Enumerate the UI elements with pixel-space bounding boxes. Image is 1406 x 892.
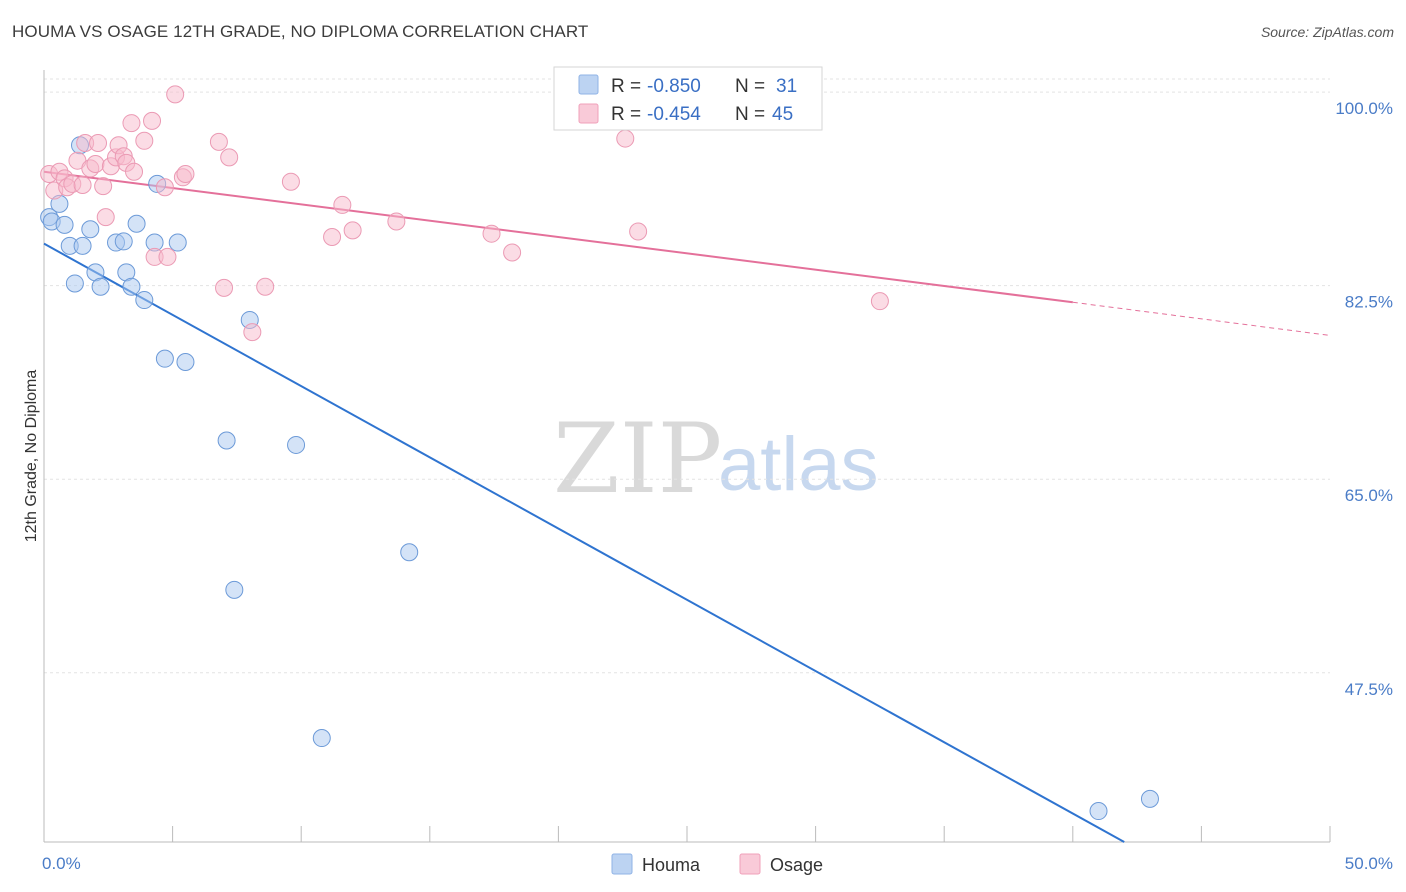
legend-r-value-houma: -0.850 xyxy=(647,76,701,97)
legend-r-label-houma: R = xyxy=(611,76,641,97)
point-osage xyxy=(143,111,162,130)
legend-swatch-houma xyxy=(578,74,599,95)
x-tick-label-min: 0.0% xyxy=(42,854,81,873)
bottom-legend: Houma Osage xyxy=(611,853,823,875)
point-osage xyxy=(125,162,144,181)
point-osage xyxy=(333,195,352,214)
point-osage xyxy=(89,133,108,152)
point-osage xyxy=(503,243,522,262)
legend-r-label-osage: R = xyxy=(611,104,641,125)
chart-title: HOUMA VS OSAGE 12TH GRADE, NO DIPLOMA CO… xyxy=(12,22,589,41)
point-osage xyxy=(166,85,185,104)
point-houma xyxy=(65,274,84,293)
point-osage xyxy=(73,176,92,195)
legend-r-value-osage: -0.454 xyxy=(647,104,701,125)
point-osage xyxy=(86,155,105,174)
legend-frame xyxy=(553,66,823,131)
point-houma xyxy=(168,233,187,252)
trendline-osage xyxy=(43,170,1073,304)
legend-swatch-osage xyxy=(578,103,599,124)
point-osage xyxy=(629,222,648,241)
point-osage xyxy=(343,221,362,240)
point-osage xyxy=(323,228,342,247)
point-osage xyxy=(215,278,234,297)
point-osage xyxy=(387,212,406,231)
point-houma xyxy=(155,349,174,368)
point-houma xyxy=(127,214,146,233)
point-houma xyxy=(225,580,244,599)
point-osage xyxy=(158,247,177,266)
point-houma xyxy=(176,352,195,371)
source-label: Source: ZipAtlas.com xyxy=(1260,24,1394,40)
trendline-houma xyxy=(43,242,1125,843)
labels-layer: 47.5% 65.0% 82.5% 100.0% 0.0% 50.0% xyxy=(42,99,1393,873)
point-houma xyxy=(217,431,236,450)
point-houma xyxy=(122,277,141,296)
point-osage xyxy=(220,148,239,167)
point-houma xyxy=(55,215,74,234)
trendline-osage-extension xyxy=(1072,301,1331,336)
point-osage xyxy=(281,172,300,191)
point-osage xyxy=(135,131,154,150)
points-layer xyxy=(40,85,1159,821)
point-osage xyxy=(243,323,262,342)
axes-layer xyxy=(43,70,1331,843)
point-osage xyxy=(209,132,228,151)
point-osage xyxy=(94,177,113,196)
bottom-legend-swatch-osage xyxy=(739,853,761,875)
bottom-legend-label-houma: Houma xyxy=(642,855,701,875)
point-houma xyxy=(1140,789,1159,808)
point-osage xyxy=(155,178,174,197)
bottom-legend-label-osage: Osage xyxy=(770,855,823,875)
point-houma xyxy=(114,232,133,251)
point-houma xyxy=(312,729,331,748)
point-osage xyxy=(176,164,195,183)
point-houma xyxy=(1089,802,1108,821)
bottom-legend-swatch-houma xyxy=(611,853,633,875)
point-houma xyxy=(135,291,154,310)
trend-layer xyxy=(43,170,1331,843)
x-tick-label-max: 50.0% xyxy=(1345,854,1393,873)
legend-n-label-osage: N = xyxy=(735,104,765,125)
point-houma xyxy=(400,543,419,562)
y-tick-label: 47.5% xyxy=(1345,680,1393,699)
point-osage xyxy=(482,224,501,243)
legend-n-value-osage: 45 xyxy=(772,104,793,125)
watermark-atlas: atlas xyxy=(718,422,879,507)
point-osage xyxy=(96,208,115,227)
point-houma xyxy=(73,236,92,255)
point-houma xyxy=(91,277,110,296)
point-osage xyxy=(870,292,889,311)
point-houma xyxy=(81,220,100,239)
point-osage xyxy=(256,277,275,296)
legend-box: R = -0.850 N = 31 R = -0.454 N = 45 xyxy=(553,66,823,131)
y-axis-label: 12th Grade, No Diploma xyxy=(23,370,40,543)
legend-n-label-houma: N = xyxy=(735,76,765,97)
y-tick-label: 100.0% xyxy=(1335,99,1393,118)
legend-n-value-houma: 31 xyxy=(776,76,797,97)
watermark-zip: ZIP xyxy=(553,403,722,515)
point-osage xyxy=(616,129,635,148)
point-osage xyxy=(122,114,141,133)
point-houma xyxy=(287,435,306,454)
y-tick-label: 65.0% xyxy=(1345,486,1393,505)
y-tick-label: 82.5% xyxy=(1345,293,1393,312)
